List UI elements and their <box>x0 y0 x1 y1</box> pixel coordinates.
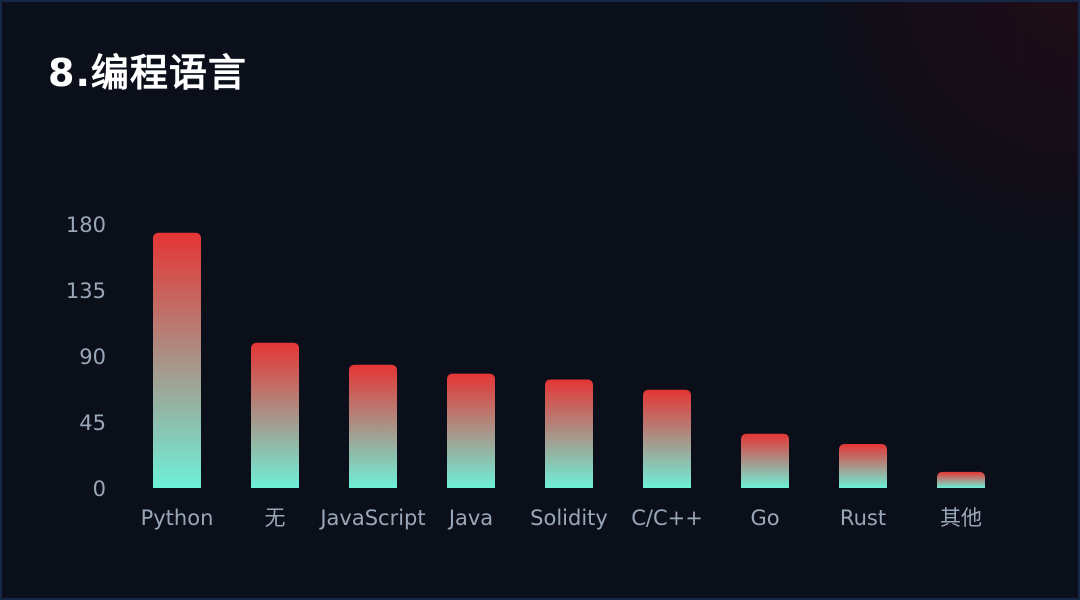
y-tick-label: 135 <box>66 279 106 303</box>
x-tick-label: 无 <box>265 506 286 530</box>
bar-3 <box>447 373 495 488</box>
bars <box>153 232 985 488</box>
x-tick-label: Solidity <box>530 506 608 530</box>
bar-8 <box>937 471 985 488</box>
page-title: 8.编程语言 <box>48 51 247 95</box>
y-tick-label: 90 <box>79 345 106 369</box>
bar-4 <box>545 379 593 488</box>
x-tick-label: Python <box>141 506 214 530</box>
y-tick-label: 0 <box>93 477 106 501</box>
y-tick-label: 45 <box>79 411 106 435</box>
bar-2 <box>349 364 397 488</box>
bar-5 <box>643 389 691 488</box>
x-tick-label: Go <box>750 506 779 530</box>
x-tick-label: C/C++ <box>631 506 703 530</box>
bar-7 <box>839 444 887 488</box>
y-axis-ticks: 0 45 90 135 180 <box>66 213 106 501</box>
bar-0 <box>153 232 201 488</box>
x-tick-label: 其他 <box>940 506 982 530</box>
x-tick-label: JavaScript <box>318 506 425 530</box>
y-tick-label: 180 <box>66 213 106 237</box>
bar-6 <box>741 433 789 488</box>
x-tick-label: Rust <box>840 506 886 530</box>
x-tick-label: Java <box>447 506 493 530</box>
x-axis-labels: Python 无 JavaScript Java Solidity C/C++ Go Rust… <box>141 506 982 530</box>
bar-1 <box>251 342 299 488</box>
